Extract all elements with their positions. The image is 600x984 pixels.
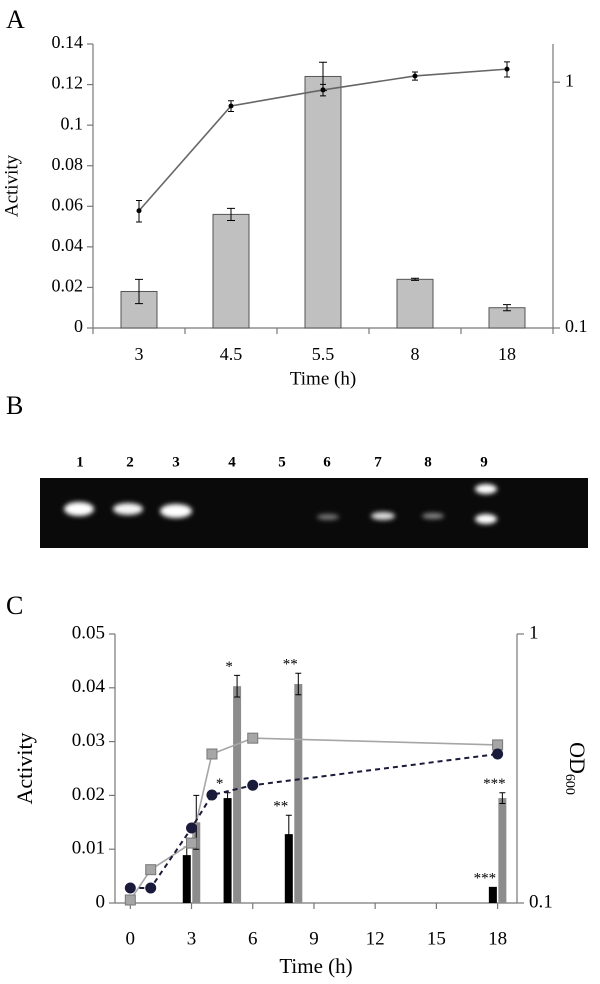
- lane-label: 1: [76, 454, 84, 470]
- bar: [192, 822, 201, 903]
- y-tick-label: 0: [96, 891, 106, 912]
- y-tick-label: 0.08: [52, 154, 84, 174]
- lane-label: 5: [278, 454, 286, 470]
- marker: [206, 789, 218, 801]
- lane-label: 4: [228, 454, 236, 470]
- error-bar: [227, 207, 235, 221]
- significance-label: ***: [474, 870, 497, 886]
- x-tick-label: 15: [427, 928, 446, 949]
- lane-label: 9: [480, 454, 488, 470]
- y2-axis-title-sub: 600: [562, 774, 577, 795]
- bar: [212, 213, 250, 329]
- marker: [492, 739, 504, 751]
- error-bar: [135, 278, 143, 305]
- lane-label: 3: [172, 454, 180, 470]
- error-bar: [499, 792, 506, 804]
- bar: [498, 798, 507, 903]
- y2-tick-label: 1: [529, 622, 539, 643]
- y-tick-label: 0.04: [52, 235, 84, 255]
- marker: [145, 864, 157, 876]
- significance-label: ***: [483, 776, 506, 792]
- gel-bands: [64, 484, 497, 524]
- bar: [233, 686, 242, 903]
- x-tick-label: 6: [248, 928, 258, 949]
- x-axis-title: Time (h): [279, 954, 352, 978]
- x-tick-label: 3: [135, 344, 144, 364]
- y-tick-label: 0.03: [72, 730, 105, 751]
- marker: [228, 103, 234, 109]
- marker: [247, 779, 259, 791]
- significance-label: *: [225, 659, 233, 675]
- lane-label: 6: [323, 454, 331, 470]
- significance-label: **: [273, 799, 288, 815]
- y-axis-title: Activity: [12, 732, 37, 804]
- y-tick-label: 0.1: [61, 113, 84, 133]
- y-tick-label: 0.02: [52, 276, 84, 296]
- y-tick-label: 0.05: [72, 622, 105, 643]
- y2-tick-label: 1: [565, 70, 574, 90]
- x-tick-label: 3: [187, 928, 197, 949]
- error-bar: [234, 674, 241, 698]
- y-tick-label: 0.02: [72, 784, 105, 805]
- lane-label: 7: [374, 454, 382, 470]
- bar: [396, 278, 434, 329]
- marker: [186, 822, 198, 834]
- panel-label: A: [6, 5, 25, 34]
- y-tick-label: 0.14: [52, 32, 84, 52]
- bar: [304, 75, 342, 329]
- x-tick-label: 18: [498, 344, 516, 364]
- y2-tick-label: 0.1: [529, 891, 553, 912]
- marker: [504, 66, 510, 72]
- y-tick-label: 0: [74, 316, 83, 336]
- y-axis-title: Activity: [1, 154, 22, 217]
- x-tick-label: 0: [126, 928, 136, 949]
- marker: [145, 882, 157, 894]
- x-tick-label: 18: [488, 928, 507, 949]
- y2-axis-title: OD600: [562, 742, 590, 795]
- y-tick-label: 0.06: [52, 194, 84, 214]
- bar: [182, 855, 191, 903]
- panel-label: C: [6, 591, 23, 620]
- marker: [247, 732, 259, 744]
- error-bar: [295, 672, 302, 696]
- marker: [412, 73, 418, 79]
- marker: [136, 208, 142, 214]
- x-tick-label: 8: [411, 344, 420, 364]
- panel-label: B: [6, 391, 23, 420]
- lane-label: 2: [126, 454, 134, 470]
- y-tick-label: 0.01: [72, 838, 105, 859]
- significance-label: **: [283, 657, 298, 673]
- error-bar: [411, 277, 419, 281]
- bar: [223, 798, 232, 903]
- error-bar: [503, 304, 511, 312]
- lane-label: 8: [424, 454, 432, 470]
- x-axis-title: Time (h): [290, 368, 356, 389]
- y2-axis-title-main: OD: [565, 742, 590, 774]
- error-bar: [285, 814, 292, 854]
- y2-tick-label: 0.1: [565, 316, 588, 336]
- marker: [124, 894, 136, 906]
- marker: [206, 748, 218, 760]
- bar: [294, 684, 303, 903]
- bar: [488, 886, 497, 903]
- y-tick-label: 0.04: [72, 676, 106, 697]
- x-tick-label: 4.5: [220, 344, 243, 364]
- y-tick-label: 0.12: [52, 73, 84, 93]
- x-tick-label: 12: [366, 928, 385, 949]
- marker: [320, 87, 326, 93]
- marker: [186, 837, 198, 849]
- significance-label: *: [216, 776, 224, 792]
- line: [130, 753, 498, 889]
- marker: [124, 882, 136, 894]
- bar: [284, 834, 293, 903]
- marker: [492, 748, 504, 760]
- x-tick-label: 5.5: [312, 344, 335, 364]
- x-tick-label: 9: [309, 928, 319, 949]
